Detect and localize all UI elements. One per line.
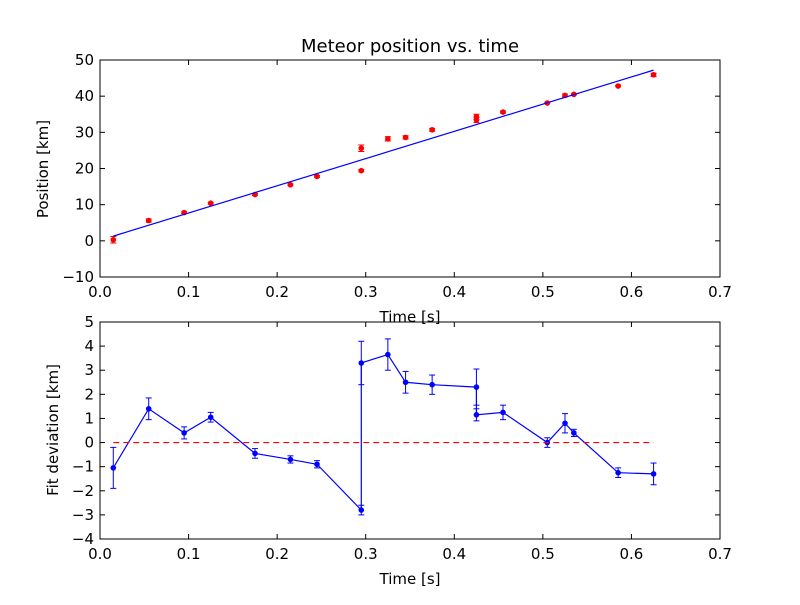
deviation-chart-data-point xyxy=(571,430,577,436)
deviation-chart-y-tick-label: −1 xyxy=(72,458,94,476)
deviation-chart-y-tick-label: 3 xyxy=(84,361,94,379)
position-chart-x-tick-label: 0.5 xyxy=(531,283,555,301)
position-chart-y-tick-label: 20 xyxy=(75,160,94,178)
position-chart-data-point xyxy=(358,145,365,152)
position-chart-x-tick-label: 0.6 xyxy=(619,283,643,301)
position-chart-y-tick-label: 0 xyxy=(84,232,94,250)
deviation-chart-data-point xyxy=(314,461,320,468)
deviation-chart-data-point xyxy=(650,471,657,477)
deviation-chart-data-point xyxy=(181,430,187,436)
deviation-chart-x-tick-label: 0.4 xyxy=(442,545,466,563)
deviation-chart-x-tick-label: 0.2 xyxy=(265,545,289,563)
deviation-chart-data-point xyxy=(500,409,506,416)
position-chart-ticks: 0.0 0.1 0.2 0.3 0.4 0.5 0.6 0.7 −10 0 10 20 30 40 50 xyxy=(62,51,732,301)
deviation-chart-data-point xyxy=(287,456,294,463)
deviation-chart-series-line xyxy=(112,353,654,512)
position-chart-data-point xyxy=(429,127,435,133)
position-chart-data-point xyxy=(207,200,214,207)
deviation-chart-marks xyxy=(110,338,657,516)
position-chart-data-point xyxy=(500,109,506,115)
deviation-chart-y-label: Fit deviation [km] xyxy=(44,364,62,496)
deviation-chart-y-tick-label: 0 xyxy=(84,434,94,452)
deviation-chart-x-tick-label: 0.0 xyxy=(88,545,112,563)
deviation-chart-x-tick-label: 0.6 xyxy=(619,545,643,563)
position-chart: Meteor position vs. time Time [s] Positi… xyxy=(34,36,732,326)
deviation-chart-y-tick-label: 5 xyxy=(84,313,94,331)
position-chart-x-tick-label: 0.7 xyxy=(708,283,732,301)
deviation-chart-data-point xyxy=(358,507,365,513)
deviation-chart-x-tick-label: 0.5 xyxy=(531,545,555,563)
position-chart-x-label: Time [s] xyxy=(379,308,441,326)
deviation-chart-data-point xyxy=(429,381,435,388)
deviation-chart-data-point xyxy=(207,414,214,421)
deviation-chart-x-tick-label: 0.1 xyxy=(177,545,201,563)
deviation-chart-data-point xyxy=(615,469,621,476)
deviation-chart-y-tick-label: −2 xyxy=(72,482,94,500)
position-chart-data-point xyxy=(287,181,294,188)
deviation-chart-ticks: 0.0 0.1 0.2 0.3 0.4 0.5 0.6 0.7 −4 −3 −2 −1 0 1 2 3 4 5 xyxy=(72,313,732,563)
deviation-chart-data-point xyxy=(562,420,568,427)
position-chart-x-tick-label: 0.4 xyxy=(442,283,466,301)
position-chart-x-tick-label: 0.1 xyxy=(177,283,201,301)
position-chart-data-point xyxy=(358,167,365,174)
position-chart-data-point xyxy=(650,72,657,78)
deviation-chart-y-tick-label: −3 xyxy=(72,506,94,524)
position-chart-x-tick-label: 0.0 xyxy=(88,283,112,301)
position-chart-y-tick-label: 50 xyxy=(75,51,94,69)
position-chart-data-point xyxy=(473,113,480,120)
position-chart-y-tick-label: 40 xyxy=(75,87,94,105)
position-chart-data-point xyxy=(615,83,621,89)
deviation-chart-y-tick-label: 4 xyxy=(84,337,94,355)
position-chart-data-point xyxy=(385,136,391,142)
deviation-chart-data-point xyxy=(385,351,391,358)
deviation-chart-x-label: Time [s] xyxy=(379,570,441,588)
position-chart-data-point xyxy=(145,217,152,224)
position-chart-fit-line xyxy=(113,69,654,237)
deviation-chart-data-point xyxy=(473,412,480,418)
deviation-chart-data-point xyxy=(145,406,152,412)
position-chart-data-point xyxy=(402,134,409,141)
deviation-chart-data-point xyxy=(473,384,480,390)
deviation-chart-x-tick-label: 0.7 xyxy=(708,545,732,563)
deviation-chart-data-point xyxy=(358,360,365,366)
position-chart-data-point xyxy=(110,236,117,243)
deviation-chart-data-point xyxy=(110,465,117,471)
position-chart-title: Meteor position vs. time xyxy=(301,36,519,57)
position-chart-frame xyxy=(99,59,721,278)
position-chart-marks xyxy=(110,69,657,244)
position-chart-y-tick-label: −10 xyxy=(62,268,94,286)
position-chart-y-tick-label: 30 xyxy=(75,123,94,141)
position-chart-x-tick-label: 0.2 xyxy=(265,283,289,301)
position-chart-data-point xyxy=(314,173,320,180)
deviation-chart: Time [s] Fit deviation [km] 0.0 0.1 0.2 0.3… xyxy=(44,313,732,588)
position-chart-y-tick-label: 10 xyxy=(75,196,94,214)
deviation-chart-y-tick-label: −4 xyxy=(72,530,94,548)
deviation-chart-y-tick-label: 1 xyxy=(84,409,94,427)
deviation-chart-data-point xyxy=(402,379,409,386)
position-chart-y-label: Position [km] xyxy=(34,120,52,218)
deviation-chart-frame xyxy=(99,321,721,540)
deviation-chart-x-tick-label: 0.3 xyxy=(354,545,378,563)
deviation-chart-y-tick-label: 2 xyxy=(84,385,94,403)
position-chart-x-tick-label: 0.3 xyxy=(354,283,378,301)
deviation-chart-data-point xyxy=(252,450,258,457)
